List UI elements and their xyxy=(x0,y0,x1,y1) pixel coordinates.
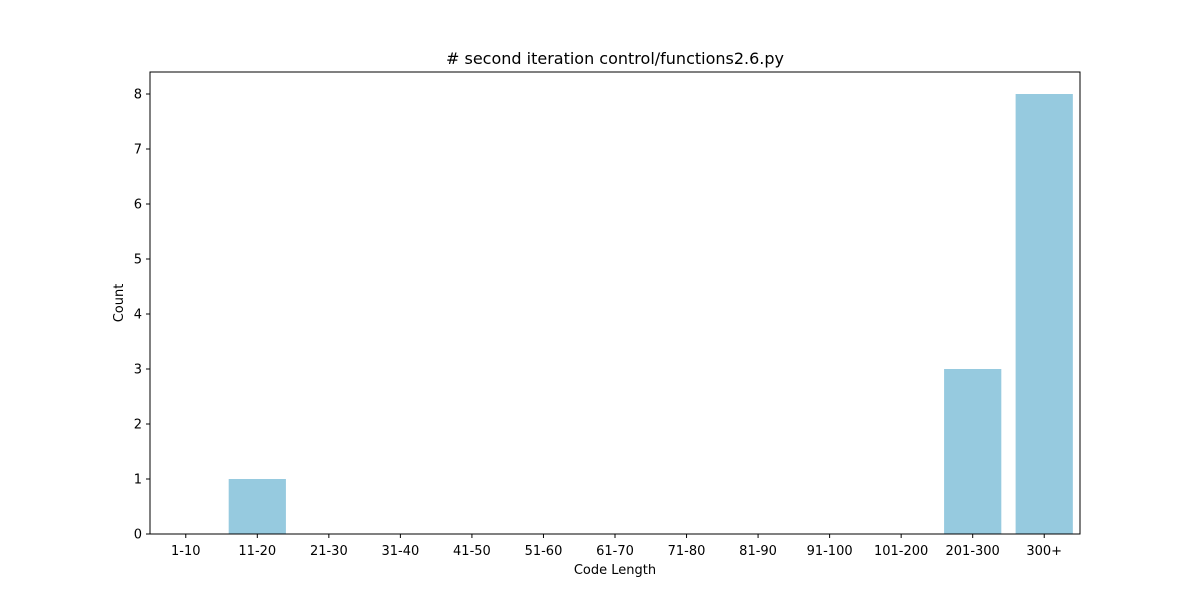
x-tick-label: 11-20 xyxy=(238,544,276,559)
y-tick-label: 5 xyxy=(134,253,142,268)
x-tick-label: 81-90 xyxy=(739,544,777,559)
x-tick-label: 51-60 xyxy=(525,544,563,559)
y-tick-label: 8 xyxy=(134,88,142,103)
x-tick-label: 31-40 xyxy=(381,544,419,559)
y-tick-label: 1 xyxy=(134,473,142,488)
y-tick-label: 3 xyxy=(134,363,142,378)
y-tick-label: 0 xyxy=(134,528,142,543)
y-tick-label: 6 xyxy=(134,198,142,213)
y-axis-label: Count xyxy=(112,284,127,323)
x-tick-label: 91-100 xyxy=(807,544,853,559)
x-tick-label: 300+ xyxy=(1026,544,1062,559)
x-tick-label: 201-300 xyxy=(946,544,1000,559)
chart-title: # second iteration control/functions2.6.… xyxy=(446,49,784,68)
y-tick-label: 4 xyxy=(134,308,142,323)
bar-201-300 xyxy=(944,369,1002,534)
bars-group xyxy=(228,94,1073,534)
bar-11-20 xyxy=(228,479,286,534)
y-tick-label: 7 xyxy=(134,143,142,158)
x-tick-label: 101-200 xyxy=(874,544,928,559)
x-tick-label: 61-70 xyxy=(596,544,634,559)
x-axis: 1-10 11-20 21-30 31-40 41-50 51-60 61-70 71-80 8… xyxy=(171,534,1062,559)
x-tick-label: 41-50 xyxy=(453,544,491,559)
y-axis: 0 1 2 3 4 5 6 7 8 xyxy=(134,88,150,543)
x-axis-label: Code Length xyxy=(574,563,656,578)
bar-300+ xyxy=(1015,94,1073,534)
x-tick-label: 71-80 xyxy=(668,544,706,559)
y-tick-label: 2 xyxy=(134,418,142,433)
x-tick-label: 21-30 xyxy=(310,544,348,559)
x-tick-label: 1-10 xyxy=(171,544,201,559)
